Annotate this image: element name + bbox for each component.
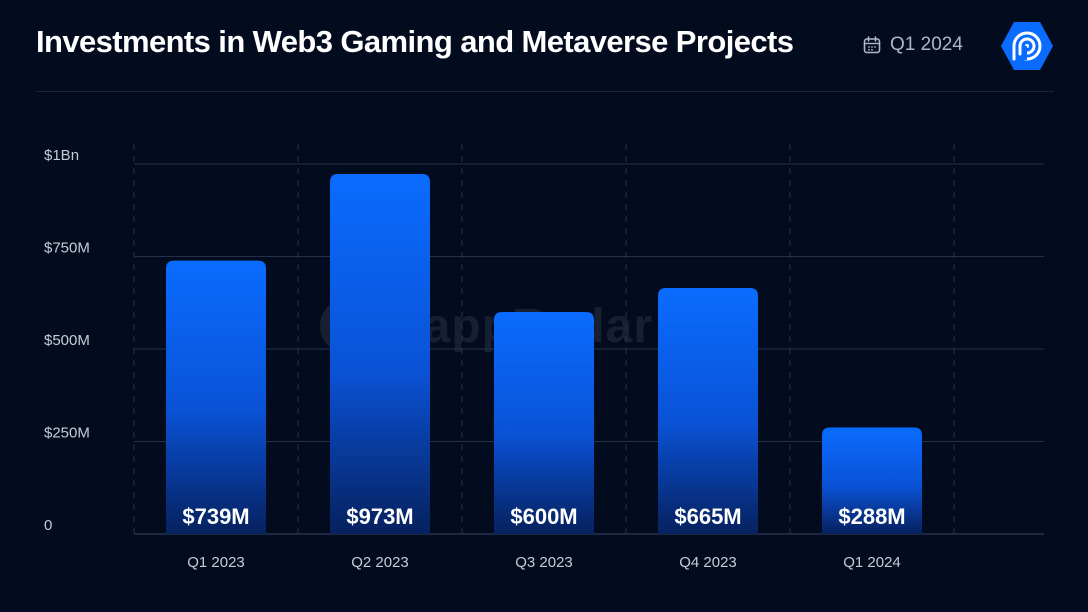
header-divider	[36, 91, 1054, 92]
bar	[166, 260, 266, 534]
x-tick-label: Q2 2023	[351, 554, 409, 571]
period-label: Q1 2024	[890, 34, 963, 55]
period-indicator: Q1 2024	[862, 33, 963, 57]
bar-value-label: $665M	[674, 504, 741, 529]
bars	[166, 173, 922, 535]
y-tick-label: $250M	[44, 425, 90, 442]
bar-value-label: $600M	[510, 504, 577, 529]
x-tick-label: Q1 2023	[187, 554, 245, 571]
x-tick-label: Q1 2024	[843, 554, 901, 571]
bar-value-label: $973M	[346, 504, 413, 529]
y-tick-label: $1Bn	[44, 147, 79, 164]
y-tick-label: 0	[44, 517, 52, 534]
bar	[494, 312, 594, 534]
page-title: Investments in Web3 Gaming and Metaverse…	[36, 24, 794, 59]
bar	[330, 173, 430, 535]
labels: 0 $250M $500M $750M $1Bn $739M Q1 2023 $973M Q2 …	[44, 147, 906, 571]
y-tick-label: $750M	[44, 240, 90, 257]
bar	[822, 427, 922, 534]
bar	[658, 287, 758, 534]
x-tick-label: Q3 2023	[515, 554, 573, 571]
y-tick-label: $500M	[44, 332, 90, 349]
bar-value-label: $739M	[182, 504, 249, 529]
header: Investments in Web3 Gaming and Metaverse…	[0, 0, 1088, 92]
dapp-radar-logo-icon	[1001, 22, 1053, 70]
x-tick-label: Q4 2023	[679, 554, 737, 571]
bar-value-label: $288M	[838, 504, 905, 529]
calendar-icon	[863, 36, 881, 54]
